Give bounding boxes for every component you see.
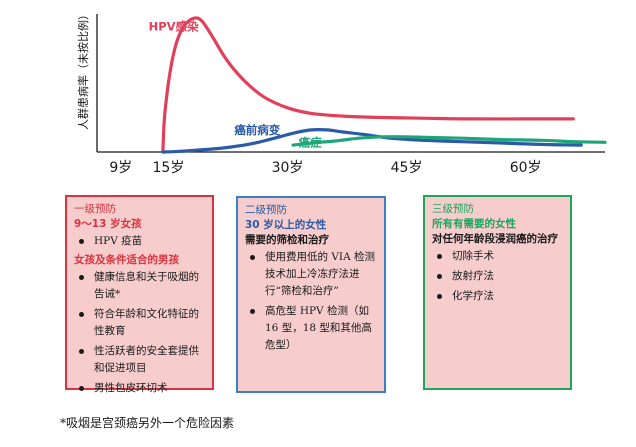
bullet-list: 使用费用低的 VIA 检测技术加上冷冻疗法进行“筛检和治疗” 高危型 HPV 检… bbox=[245, 249, 378, 354]
primary-prevention-box: 一级预防 9～13 岁女孩 HPV 疫苗 女孩及条件适合的男孩 健康信息和关于吸… bbox=[65, 195, 214, 394]
list-item: 符合年龄和文化特征的性教育 bbox=[74, 306, 206, 340]
x-tick-labels: 9岁 15岁 30岁 45岁 60岁 bbox=[109, 160, 541, 176]
bullet-list: HPV 疫苗 bbox=[74, 233, 206, 250]
x-tick-label: 30岁 bbox=[272, 160, 304, 176]
box-subtitle: 9～13 岁女孩 bbox=[74, 218, 142, 230]
x-tick-label: 45岁 bbox=[391, 160, 423, 176]
list-item: 切除手术 bbox=[432, 248, 564, 265]
secondary-prevention-box: 二级预防 30 岁以上的女性 需要的筛检和治疗 使用费用低的 VIA 检测技术加… bbox=[236, 196, 386, 393]
tertiary-prevention-box: 三级预防 所有有需要的女性 对任何年龄段浸润癌的治疗 切除手术 放射疗法 化学疗… bbox=[423, 195, 572, 390]
list-item: 化学疗法 bbox=[432, 288, 564, 305]
series-line bbox=[161, 16, 575, 154]
list-item: 放射疗法 bbox=[432, 268, 564, 285]
bullet-list: 健康信息和关于吸烟的告诫* 符合年龄和文化特征的性教育 性活跃者的安全套提供和促… bbox=[74, 269, 206, 397]
y-axis-label: 人群患病率（未按比例） bbox=[76, 9, 90, 130]
x-tick-label: 60岁 bbox=[510, 160, 542, 176]
list-item: 性活跃者的安全套提供和促进项目 bbox=[74, 343, 206, 377]
box-subtitle: 需要的筛检和治疗 bbox=[245, 234, 329, 246]
series-layer bbox=[161, 16, 607, 154]
list-item: 健康信息和关于吸烟的告诫* bbox=[74, 269, 206, 303]
bullet-list: 切除手术 放射疗法 化学疗法 bbox=[432, 248, 564, 305]
box-subtitle: 对任何年龄段浸润癌的治疗 bbox=[432, 233, 558, 245]
series-line bbox=[161, 128, 583, 154]
series-label: 癌症 bbox=[299, 135, 322, 149]
list-item: HPV 疫苗 bbox=[74, 233, 206, 250]
series-line bbox=[291, 135, 607, 147]
box-subtitle: 所有有需要的女性 bbox=[432, 218, 516, 230]
box-title: 二级预防 bbox=[245, 204, 287, 216]
box-title: 一级预防 bbox=[74, 203, 116, 215]
x-tick-label: 9岁 bbox=[109, 160, 132, 176]
list-item: 使用费用低的 VIA 检测技术加上冷冻疗法进行“筛检和治疗” bbox=[245, 249, 378, 300]
series-label: HPV感染 bbox=[149, 20, 199, 34]
list-item: 高危型 HPV 检测（如 16 型，18 型和其他高危型） bbox=[245, 303, 378, 354]
x-tick-label: 15岁 bbox=[153, 160, 185, 176]
box-subtitle: 30 岁以上的女性 bbox=[245, 219, 327, 231]
list-item: 男性包皮环切术 bbox=[74, 380, 206, 397]
series-label: 癌前病变 bbox=[234, 123, 280, 137]
box-title: 三级预防 bbox=[432, 203, 474, 215]
box-subtitle: 女孩及条件适合的男孩 bbox=[74, 254, 179, 266]
footnote: *吸烟是宫颈癌另外一个危险因素 bbox=[60, 416, 235, 430]
